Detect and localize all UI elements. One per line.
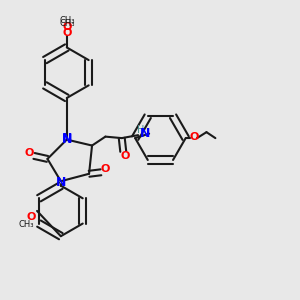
Text: H: H [137, 125, 144, 135]
Text: CH₃: CH₃ [59, 16, 74, 25]
Text: O: O [26, 212, 36, 222]
Text: N: N [61, 132, 72, 145]
Text: O: O [25, 148, 34, 158]
Text: N: N [56, 176, 66, 189]
Text: O: O [189, 132, 198, 142]
Text: CH₃: CH₃ [19, 220, 34, 229]
Text: O: O [62, 28, 71, 38]
Text: O: O [101, 164, 110, 174]
Text: CH₃: CH₃ [59, 19, 74, 28]
Text: N: N [61, 133, 72, 146]
Text: O: O [120, 151, 129, 161]
Text: N: N [140, 127, 150, 140]
Text: O: O [62, 22, 71, 32]
